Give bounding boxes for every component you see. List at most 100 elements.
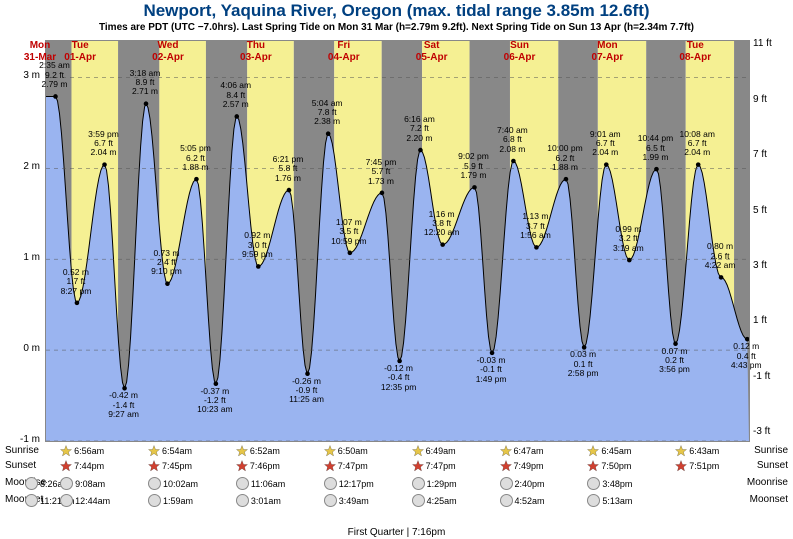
sun-moon-cell: 7:47pm [324,460,368,472]
day-header: Wed02-Apr [148,40,188,63]
tide-label: 9:01 am6.7 ft2.04 m [590,130,621,158]
tide-label: 6:21 pm5.8 ft1.76 m [273,155,304,183]
moon-icon [236,494,249,507]
sun-moon-cell: 7:46pm [236,460,280,472]
sun-moon-time: 7:45pm [162,461,192,471]
sun-moon-cell: 6:50am [324,445,368,457]
chart-subtitle: Times are PDT (UTC −7.0hrs). Last Spring… [0,22,793,33]
day-header: Tue08-Apr [675,40,715,63]
y-tick-right: 3 ft [753,260,793,271]
tide-label: -0.37 m-1.2 ft10:23 am [197,387,232,415]
row-label-right-moonset: Moonset [750,494,788,505]
sun-moon-cell: 4:25am [412,494,457,507]
y-tick-left: 3 m [0,70,40,81]
tide-label: 3:18 am8.9 ft2.71 m [130,69,161,97]
tide-label: 3:59 pm6.7 ft2.04 m [88,130,119,158]
sun-moon-cell: 3:49am [324,494,369,507]
moon-icon [148,477,161,490]
tide-label: 0.99 m3.2 ft3:19 am [613,225,644,253]
tide-label: 9:02 pm5.9 ft1.79 m [458,152,489,180]
sun-moon-time: 4:25am [427,496,457,506]
row-label-sunrise: Sunrise [5,445,39,456]
tide-label: 7:45 pm5.7 ft1.73 m [366,158,397,186]
sun-moon-cell: 2:40pm [500,477,545,490]
tide-label: 0.07 m0.2 ft3:56 pm [659,347,690,375]
tide-label: 0.73 m2.4 ft9:10 pm [151,249,182,277]
sun-moon-cell: 1:29pm [412,477,457,490]
moon-icon [500,494,513,507]
tide-label: 4:06 am8.4 ft2.57 m [220,81,251,109]
sun-moon-time: 11:06am [251,479,285,489]
moon-icon [324,477,337,490]
sun-moon-cell: 6:54am [148,445,192,457]
sun-moon-cell: 6:56am [60,445,104,457]
sun-moon-time: 3:49am [339,496,369,506]
row-label-right-sunset: Sunset [757,460,788,471]
moon-icon [60,477,73,490]
sun-moon-time: 6:47am [514,446,544,456]
tide-label: -0.03 m-0.1 ft1:49 pm [476,356,507,384]
row-label-sunset: Sunset [5,460,36,471]
tide-label: 6:16 am7.2 ft2.20 m [404,115,435,143]
sun-moon-cell: 12:44am [60,494,110,507]
day-header: Mon07-Apr [587,40,627,63]
row-label-right-sunrise: Sunrise [754,445,788,456]
sun-moon-time: 6:50am [338,446,368,456]
sun-moon-time: 7:47pm [426,461,456,471]
day-header: Sun06-Apr [500,40,540,63]
sun-moon-time: 7:49pm [514,461,544,471]
tide-label: -0.42 m-1.4 ft9:27 am [108,391,139,419]
sun-moon-time: 6:56am [74,446,104,456]
sun-moon-cell: 6:47am [500,445,544,457]
sun-moon-cell: 3:01am [236,494,281,507]
day-header: Fri04-Apr [324,40,364,63]
sun-moon-cell: 12:17pm [324,477,374,490]
tide-label: 0.03 m0.1 ft2:58 pm [568,350,599,378]
sun-moon-cell: 7:45pm [148,460,192,472]
moon-icon [236,477,249,490]
sun-moon-cell: 6:45am [587,445,631,457]
y-tick-right: -3 ft [753,426,793,437]
moon-icon [60,494,73,507]
tide-label: 1.13 m3.7 ft1:56 am [520,212,551,240]
sun-moon-time: 7:47pm [338,461,368,471]
sun-moon-cell: 7:49pm [500,460,544,472]
sun-moon-time: 3:01am [251,496,281,506]
tide-label: -0.12 m-0.4 ft12:35 pm [381,364,416,392]
tide-label: 0.12 m0.4 ft4:43 pm [731,342,762,370]
sun-moon-cell: 7:50pm [587,460,631,472]
sun-moon-cell: 6:43am [675,445,719,457]
sun-moon-time: 7:51pm [689,461,719,471]
sun-moon-time: 6:54am [162,446,192,456]
sun-moon-time: 1:59am [163,496,193,506]
y-tick-right: 9 ft [753,94,793,105]
tide-label: 10:08 am6.7 ft2.04 m [679,130,714,158]
sun-moon-cell: 7:44pm [60,460,104,472]
sun-moon-cell: 11:06am [236,477,285,490]
sun-moon-time: 5:13am [602,496,632,506]
sun-moon-time: 6:45am [601,446,631,456]
sun-moon-cell: 7:47pm [412,460,456,472]
sun-moon-cell: 10:02am [148,477,198,490]
sun-moon-cell: 6:49am [412,445,456,457]
y-tick-right: 7 ft [753,149,793,160]
sun-moon-time: 4:52am [515,496,545,506]
row-label-right-moonrise: Moonrise [747,477,788,488]
sun-moon-time: 7:50pm [601,461,631,471]
sun-moon-cell: 7:51pm [675,460,719,472]
sun-moon-time: 6:49am [426,446,456,456]
y-tick-left: 0 m [0,343,40,354]
sun-moon-cell: 9:08am [60,477,105,490]
moon-icon [25,477,38,490]
tide-label: 1.07 m3.5 ft10:59 pm [331,218,366,246]
y-tick-right: 1 ft [753,315,793,326]
tide-label: 5:04 am7.8 ft2.38 m [312,99,343,127]
sun-moon-time: 2:40pm [515,479,545,489]
day-header: Thu03-Apr [236,40,276,63]
sun-moon-cell: 3:48pm [587,477,632,490]
moon-icon [148,494,161,507]
y-tick-right: 11 ft [753,38,793,49]
moon-icon [324,494,337,507]
tide-label: 5:05 pm6.2 ft1.88 m [180,144,211,172]
tide-label: 1.16 m3.8 ft12:20 am [424,210,459,238]
